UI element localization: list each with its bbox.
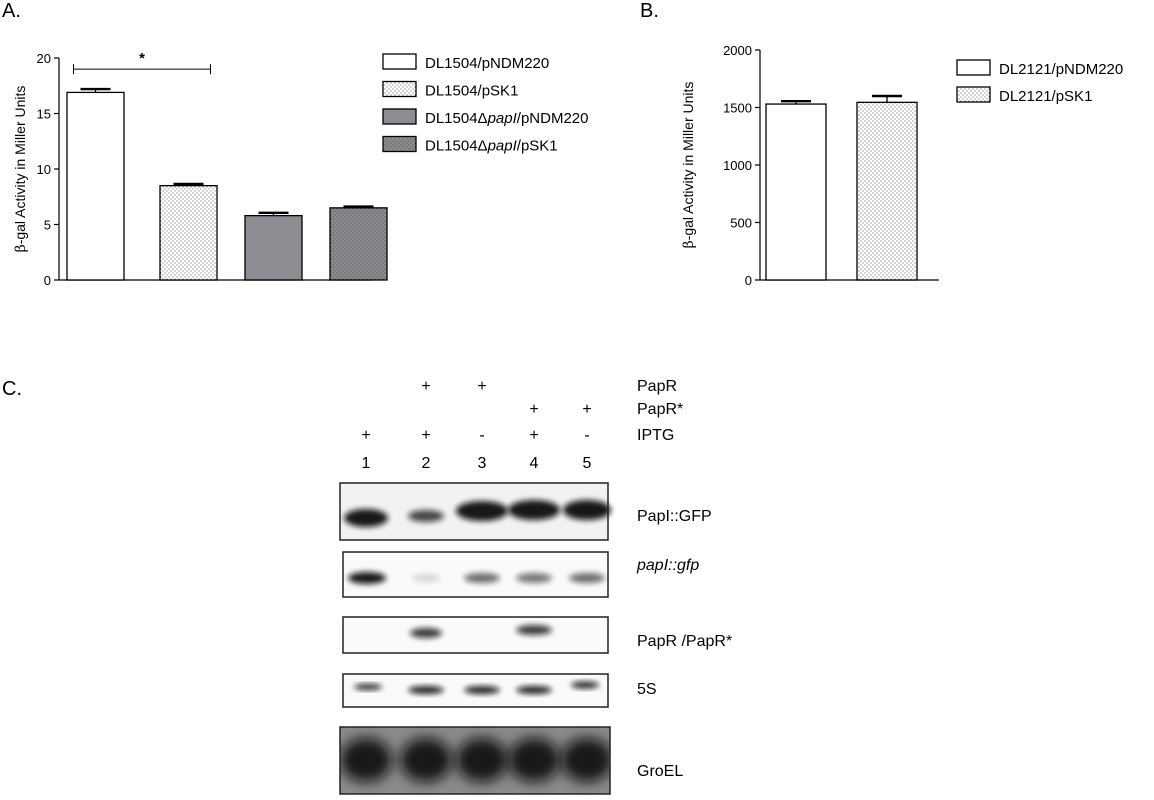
legend-label-3: DL1504ΔpapI/pSK1	[425, 138, 558, 155]
band-5s-4	[571, 681, 599, 689]
condition-label-2: IPTG	[637, 427, 674, 444]
band-papI-gfp-2	[456, 501, 508, 521]
panel-label-c: C.	[2, 378, 22, 400]
lane-number-0: 1	[362, 455, 371, 472]
legend: DL1504/pNDM220 DL1504/pSK1 DL1504ΔpapI/pND…	[382, 53, 588, 155]
band-papI-gfp-0	[344, 509, 388, 527]
condition-mark-2-1: +	[421, 427, 430, 444]
y-tick-label-3: 15	[37, 107, 51, 122]
band-groel-1	[400, 738, 452, 782]
band-groel-3	[508, 738, 560, 782]
y-tick-label-4: 20	[37, 51, 51, 66]
band-groel-4	[561, 738, 610, 782]
lane-number-3: 4	[530, 455, 539, 472]
panel-label-a: A.	[2, 0, 21, 22]
blot-row-label-1: papI::gfp	[636, 557, 699, 574]
blot-box-2	[343, 617, 608, 653]
blot-row-label-0: PapI::GFP	[637, 508, 712, 525]
legend-swatch-0	[382, 53, 417, 70]
legend-label-1: DL2121/pSK1	[999, 88, 1092, 105]
band-papI-gfp-1	[408, 510, 444, 522]
y-tick-label-0: 0	[745, 273, 752, 288]
y-tick-label-2: 1000	[723, 158, 752, 173]
lane-number-2: 3	[478, 455, 487, 472]
condition-mark-1-3: +	[529, 401, 538, 418]
condition-mark-2-4: -	[584, 427, 589, 444]
legend-label-0: DL2121/pNDM220	[999, 61, 1123, 78]
band-papI-gfp-rna-4	[569, 573, 605, 583]
y-tick-label-4: 2000	[723, 43, 752, 58]
groel-bands	[340, 738, 610, 782]
condition-mark-0-1: +	[421, 378, 430, 395]
band-5s-0	[354, 684, 382, 690]
blot-border-1	[342, 551, 609, 598]
lane-number-1: 2	[422, 455, 431, 472]
condition-label-0: PapR	[637, 378, 677, 395]
significance-label: *	[139, 50, 145, 67]
blot-border-2	[342, 616, 609, 654]
band-groel-2	[456, 738, 508, 782]
lane-number-4: 5	[583, 455, 592, 472]
plot-area: 0 500 1000 1500 2000 β-gal Activity in Miller…	[680, 43, 939, 288]
band-5s-3	[516, 686, 552, 694]
legend-swatch-2	[382, 108, 417, 125]
plot-area: 0 5 10 15 20 β-gal Activity in Miller Units *	[12, 50, 388, 288]
y-tick-label-1: 5	[44, 218, 51, 233]
band-papI-gfp-rna-2	[464, 573, 500, 583]
condition-mark-2-3: +	[529, 427, 538, 444]
legend-swatch-1	[382, 80, 417, 98]
legend-swatch-3	[382, 135, 417, 153]
legend: DL2121/pNDM220 DL2121/pSK1	[956, 59, 1123, 105]
condition-mark-2-2: -	[479, 427, 484, 444]
blot-row-label-2: PapR /PapR*	[637, 633, 732, 650]
y-axis-label: β-gal Activity in Miller Units	[680, 82, 697, 249]
bar-0	[66, 91, 125, 281]
band-papI-gfp-rna-1	[412, 574, 440, 582]
y-tick-label-3: 1500	[723, 101, 752, 116]
legend-swatch-0	[956, 59, 991, 76]
y-tick-label-1: 500	[730, 216, 752, 231]
blot-border-4	[339, 726, 611, 795]
band-5s-2	[464, 686, 500, 694]
bar-1	[159, 184, 218, 281]
legend-swatch-1	[956, 86, 991, 103]
bar-3	[329, 207, 388, 281]
bar-1	[856, 101, 918, 281]
bar-2	[244, 214, 303, 281]
blot-row-label-4: GroEL	[637, 763, 683, 780]
band-papI-gfp-4	[563, 500, 611, 520]
band-5s-1	[408, 686, 444, 694]
band-papR-1	[516, 625, 552, 635]
legend-label-0: DL1504/pNDM220	[425, 55, 549, 72]
blot-row-label-3: 5S	[637, 681, 657, 698]
legend-label-1: DL1504/pSK1	[425, 83, 518, 100]
band-papI-gfp-rna-3	[516, 573, 552, 583]
band-papI-gfp-rna-0	[348, 572, 386, 584]
y-tick-label-0: 0	[44, 273, 51, 288]
blot-border-3	[342, 673, 609, 708]
band-papI-gfp-3	[508, 500, 560, 520]
legend-label-2: DL1504ΔpapI/pNDM220	[425, 110, 588, 127]
band-papR-0	[410, 628, 442, 638]
blot-border-0	[339, 482, 609, 541]
band-groel-0	[340, 738, 392, 782]
panel-label-b: B.	[640, 0, 659, 22]
condition-mark-2-0: +	[361, 427, 370, 444]
condition-mark-0-2: +	[477, 378, 486, 395]
y-axis-label: β-gal Activity in Miller Units	[12, 86, 29, 253]
condition-mark-1-4: +	[582, 401, 591, 418]
y-tick-label-2: 10	[37, 162, 51, 177]
condition-label-1: PapR*	[637, 401, 683, 418]
